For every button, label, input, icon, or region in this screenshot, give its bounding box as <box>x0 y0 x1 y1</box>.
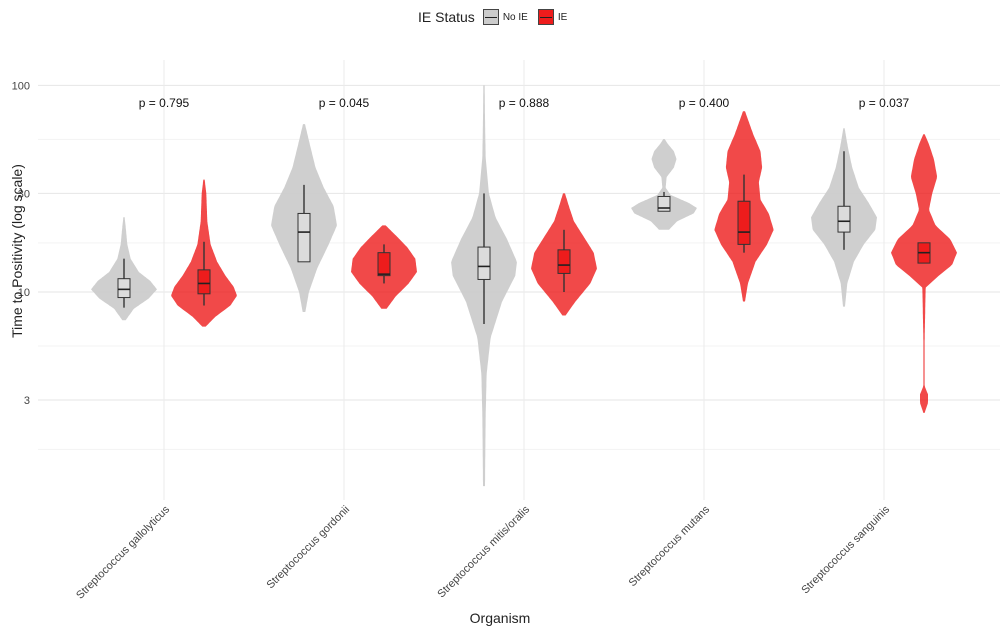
box-ie <box>197 269 211 295</box>
p-value-label: p = 0.400 <box>679 96 730 110</box>
y-tick-label: 100 <box>12 80 30 92</box>
x-tick-label: Streptococcus gordonii <box>265 504 353 592</box>
legend-key-ie <box>537 9 554 25</box>
y-axis-title: Time to Positivity (log scale) <box>9 164 25 338</box>
box-no-ie <box>117 278 131 299</box>
legend-key-no-ie <box>482 9 499 25</box>
p-value-label: p = 0.045 <box>319 96 370 110</box>
box-no-ie <box>837 205 851 233</box>
x-tick-label: Streptococcus sanguinis <box>799 503 892 596</box>
violin-no-ie <box>631 139 697 230</box>
y-tick-label: 3 <box>24 395 30 407</box>
x-tick-label: Streptococcus gallolyticus <box>74 503 172 601</box>
box-ie <box>557 249 571 274</box>
p-value-label: p = 0.888 <box>499 96 550 110</box>
x-tick-label: Streptococcus mitis/oralis <box>435 503 532 600</box>
x-tick-label: Streptococcus mutans <box>627 503 713 589</box>
p-value-label: p = 0.037 <box>859 96 910 110</box>
violin-ie <box>891 134 957 413</box>
legend-label-no-ie: No IE <box>502 11 528 23</box>
y-tick-label: 10 <box>18 287 30 299</box>
box-ie <box>377 252 391 277</box>
p-value-label: p = 0.795 <box>139 96 190 110</box>
box-no-ie <box>657 195 671 212</box>
legend-label-ie: IE <box>557 11 568 23</box>
box-no-ie <box>477 246 491 280</box>
box-ie <box>737 200 751 245</box>
y-tick-label: 30 <box>18 188 30 200</box>
x-axis-title: Organism <box>469 610 531 626</box>
legend-title: IE Status <box>418 9 475 25</box>
box-no-ie <box>297 212 311 263</box>
legend: IE Status No IE IE <box>418 6 577 28</box>
